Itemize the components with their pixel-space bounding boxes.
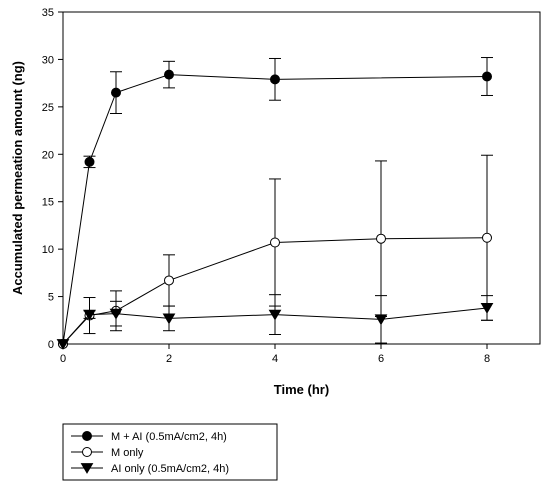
data-point [270,74,280,85]
y-tick-label: 20 [42,149,54,161]
legend-item: M + AI (0.5mA/cm2, 4h) [71,431,227,443]
series-layer [56,57,494,350]
data-point [374,314,388,326]
legend-marker [80,463,94,474]
data-point [109,308,123,320]
data-point [111,87,121,98]
y-tick-label: 5 [48,292,54,304]
y-axis-title: Accumulated permeation amount (ng) [10,61,25,295]
data-point [83,309,96,321]
data-point [56,339,70,350]
x-tick-label: 6 [378,353,384,365]
legend-label: AI only (0.5mA/cm2, 4h) [111,463,229,475]
series-1 [58,57,493,349]
data-point [162,313,176,325]
data-point [164,275,174,286]
y-tick-label: 10 [42,244,54,256]
x-ticks: 0 2 4 6 8 [60,344,490,365]
legend-label: M only [111,447,144,459]
y-tick-label: 25 [42,102,54,114]
series-line [62,74,488,345]
legend-item: AI only (0.5mA/cm2, 4h) [71,463,229,475]
y-tick-label: 15 [42,197,54,209]
data-point [270,237,280,248]
y-tick-label: 30 [42,54,54,66]
data-point [376,233,386,244]
series-2 [58,154,493,349]
data-point [480,303,494,314]
y-ticks: 0 5 10 15 20 25 30 35 [42,7,63,351]
x-tick-label: 4 [272,353,278,365]
y-tick-label: 35 [42,7,54,19]
legend-marker [82,431,92,441]
y-tick-label: 0 [48,339,54,351]
legend-marker [82,447,92,457]
x-axis-title: Time (hr) [274,382,329,397]
legend-label: M + AI (0.5mA/cm2, 4h) [111,431,227,443]
x-tick-label: 0 [60,353,66,365]
data-point [482,71,492,82]
legend-item: M only [71,447,144,459]
data-point [84,156,95,167]
x-tick-label: 2 [166,353,172,365]
series-3 [56,294,494,350]
data-point [482,232,492,243]
data-point [164,69,174,80]
plot-frame [62,11,541,345]
data-point [268,309,282,321]
axes [62,11,541,345]
legend: M + AI (0.5mA/cm2, 4h) M only AI only (0.5… [62,423,278,481]
x-tick-label: 8 [484,353,490,365]
